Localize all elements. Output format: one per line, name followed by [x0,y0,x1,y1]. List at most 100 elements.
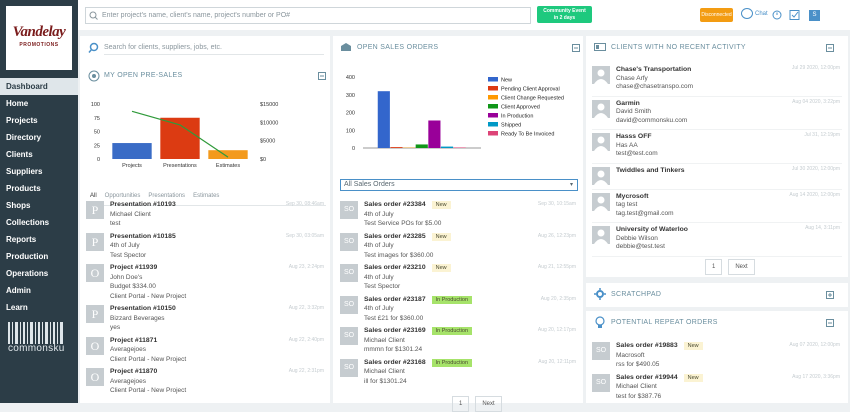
status-badge: New [432,233,451,241]
nav-item[interactable]: Suppliers [0,163,78,180]
nav-item[interactable]: Directory [0,129,78,146]
item-title-text[interactable]: Project #11871 [110,337,157,344]
page-button[interactable]: Next [475,396,501,412]
item-title-text[interactable]: Garmin [616,100,640,107]
item-line: 4th of July [364,241,451,251]
collapse-button[interactable] [826,44,834,52]
legend-label: Pending Client Approval [501,87,560,93]
item-icon: SO [340,327,358,345]
item-title-text[interactable]: Sales order #23187 [364,296,426,303]
item-date: Sep 30, 03:05am [286,233,324,239]
item-title-text[interactable]: Presentation #10193 [110,201,176,208]
pre-sales-icon [88,70,100,82]
status-badge: In Production [432,327,472,335]
nav-item[interactable]: Reports [0,231,78,248]
item-title-text[interactable]: Sales order #23169 [364,327,426,334]
collapse-button[interactable] [826,319,834,327]
status-badge: In Production [432,296,472,304]
item-title-text[interactable]: Project #11870 [110,368,157,375]
order-filter[interactable]: All Sales Orders▾ [340,179,578,191]
item-title-text[interactable]: Sales order #23210 [364,264,426,271]
item-title-text[interactable]: Presentation #10185 [110,233,176,240]
panel-title: OPEN SALES ORDERS [357,44,438,51]
nav-item[interactable]: Shops [0,197,78,214]
nav-item[interactable]: Clients [0,146,78,163]
item-date: Aug 20, 12:17pm [538,327,576,333]
item-title-text[interactable]: Sales order #19944 [616,374,678,381]
page-button[interactable]: 1 [705,259,722,275]
item-title-text[interactable]: Sales order #19883 [616,342,678,349]
item-line: 4th of July [110,241,176,251]
global-search[interactable]: Enter project's name, client's name, pro… [85,7,531,24]
item-line: Michael Client [364,367,472,377]
status-button[interactable]: Disconnected [700,8,733,22]
page-button[interactable]: Next [728,259,754,275]
item-title-text[interactable]: University of Waterloo [616,226,688,233]
item-title-text[interactable]: Presentation #10150 [110,305,176,312]
item-icon: O [86,264,104,282]
logo[interactable]: Vandelay PROMOTIONS [6,6,72,70]
expand-button[interactable] [826,291,834,299]
item-title-text[interactable]: Hasss OFF [616,133,652,140]
item-line: 4th of July [364,273,451,283]
item-title-text[interactable]: Twiddles and Tinkers [616,167,685,174]
item-icon: P [86,233,104,251]
nav-item[interactable]: Learn [0,299,78,316]
item-title-text[interactable]: Chase's Transportation [616,66,691,73]
collapse-button[interactable] [318,72,326,80]
item-line: Test £21 for $360.00 [364,314,472,324]
nav-item[interactable]: Production [0,248,78,265]
item-title-text[interactable]: Sales order #23384 [364,201,426,208]
top-icons[interactable] [772,9,800,21]
y2-tick-label: $5000 [260,139,275,145]
nav-item[interactable]: Products [0,180,78,197]
legend-label: Shipped [501,123,521,129]
nav-item[interactable]: Admin [0,282,78,299]
client-search[interactable]: Search for clients, suppliers, jobs, etc… [104,41,324,55]
item-title-text[interactable]: Project #11939 [110,264,157,271]
y-tick-label: 0 [352,146,355,152]
chat-button[interactable]: Chat [741,8,768,19]
item-title-text[interactable]: Sales order #23285 [364,233,426,240]
collapse-button[interactable] [572,44,580,52]
nav-item[interactable]: Collections [0,214,78,231]
nav-item[interactable]: Projects [0,112,78,129]
nav-item[interactable]: Dashboard [0,78,78,95]
item-line: John Doe's [110,273,186,283]
nav-item[interactable]: Home [0,95,78,112]
item-icon: SO [592,374,610,392]
item-title-text[interactable]: Mycrosoft [616,193,648,200]
avatar[interactable]: S [809,10,820,21]
item-title: Presentation #10150 [110,304,176,314]
nav-item[interactable]: Operations [0,265,78,282]
item-title-text[interactable]: Sales order #23168 [364,359,426,366]
page-button[interactable]: 1 [452,396,469,412]
